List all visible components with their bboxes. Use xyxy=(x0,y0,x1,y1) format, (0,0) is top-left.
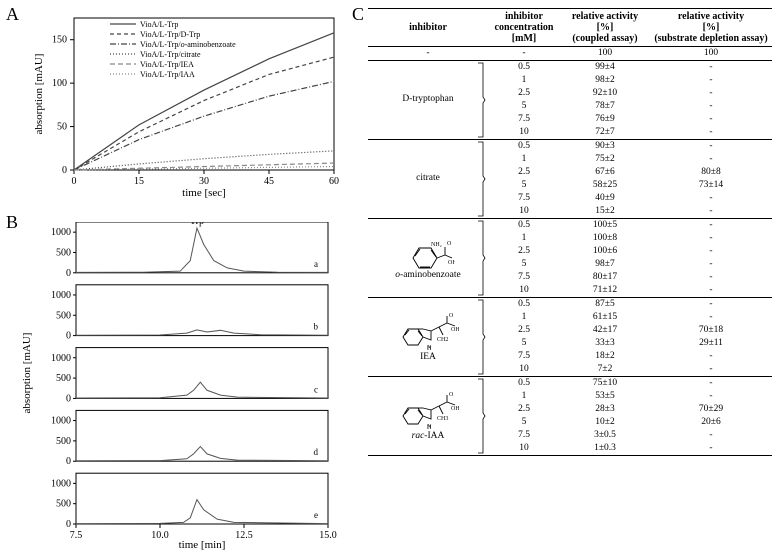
panel-c-label: C xyxy=(352,4,364,25)
svg-text:0: 0 xyxy=(66,393,71,404)
svg-text:45: 45 xyxy=(264,176,274,187)
svg-text:OH: OH xyxy=(451,327,459,333)
svg-text:1000: 1000 xyxy=(51,290,71,301)
svg-text:50: 50 xyxy=(57,122,67,133)
svg-text:VioA/L-Trp/IAA: VioA/L-Trp/IAA xyxy=(140,70,195,79)
svg-text:time [min]: time [min] xyxy=(179,539,226,551)
svg-text:1000: 1000 xyxy=(51,478,71,489)
svg-text:1000: 1000 xyxy=(51,227,71,238)
svg-text:absorption [mAU]: absorption [mAU] xyxy=(33,54,45,135)
svg-text:time [sec]: time [sec] xyxy=(182,187,226,199)
svg-text:a: a xyxy=(314,259,318,269)
svg-text:0: 0 xyxy=(66,456,71,467)
svg-text:O: O xyxy=(447,241,452,247)
svg-text:CH2: CH2 xyxy=(437,337,448,343)
svg-text:c: c xyxy=(314,384,318,394)
svg-text:b: b xyxy=(314,322,319,332)
svg-text:e: e xyxy=(314,510,318,520)
svg-text:500: 500 xyxy=(56,436,71,447)
svg-text:0: 0 xyxy=(72,176,77,187)
svg-text:d: d xyxy=(314,447,319,457)
svg-text:1000: 1000 xyxy=(51,416,71,427)
svg-text:30: 30 xyxy=(199,176,209,187)
panel-b-label: B xyxy=(6,212,18,233)
svg-text:VioA/L-Trp/o-aminobenzoate: VioA/L-Trp/o-aminobenzoate xyxy=(140,40,236,49)
svg-text:12.5: 12.5 xyxy=(235,530,253,541)
svg-text:Trp: Trp xyxy=(190,222,204,227)
svg-text:500: 500 xyxy=(56,499,71,510)
panel-a-chart: 0 15 30 45 60 0 50 100 150 time [sec] absorption [… xyxy=(30,12,340,200)
svg-text:500: 500 xyxy=(56,247,71,258)
svg-text:OH: OH xyxy=(448,260,455,266)
svg-text:NH₂: NH₂ xyxy=(431,242,442,248)
svg-text:VioA/L-Trp: VioA/L-Trp xyxy=(140,20,178,29)
svg-text:0: 0 xyxy=(66,331,71,342)
svg-text:15.0: 15.0 xyxy=(319,530,337,541)
svg-text:CH3: CH3 xyxy=(437,416,448,422)
svg-text:VioA/L-Trp/citrate: VioA/L-Trp/citrate xyxy=(140,50,201,59)
svg-text:0: 0 xyxy=(62,165,67,176)
svg-text:0: 0 xyxy=(66,519,71,530)
panel-a-label: A xyxy=(6,4,19,25)
svg-text:VioA/L-Trp/D-Trp: VioA/L-Trp/D-Trp xyxy=(140,30,200,39)
svg-text:O: O xyxy=(449,313,454,319)
svg-text:60: 60 xyxy=(329,176,339,187)
svg-text:absorption [mAU]: absorption [mAU] xyxy=(21,333,33,414)
svg-text:O: O xyxy=(449,392,454,398)
svg-text:150: 150 xyxy=(52,35,67,46)
svg-text:100: 100 xyxy=(52,78,67,89)
svg-text:10.0: 10.0 xyxy=(151,530,169,541)
svg-text:15: 15 xyxy=(134,176,144,187)
panel-b-chart: absorption [mAU] 0 500 1000 a Trp 0 500 1000 b 0 50… xyxy=(18,222,340,552)
panel-c-table: inhibitorinhibitorconcentration[mM]relat… xyxy=(368,8,772,456)
svg-text:7.5: 7.5 xyxy=(70,530,83,541)
svg-text:OH: OH xyxy=(451,406,459,412)
svg-text:VioA/L-Trp/IEA: VioA/L-Trp/IEA xyxy=(140,60,194,69)
svg-text:1000: 1000 xyxy=(51,353,71,364)
svg-text:500: 500 xyxy=(56,373,71,384)
svg-text:0: 0 xyxy=(66,268,71,279)
svg-text:500: 500 xyxy=(56,310,71,321)
